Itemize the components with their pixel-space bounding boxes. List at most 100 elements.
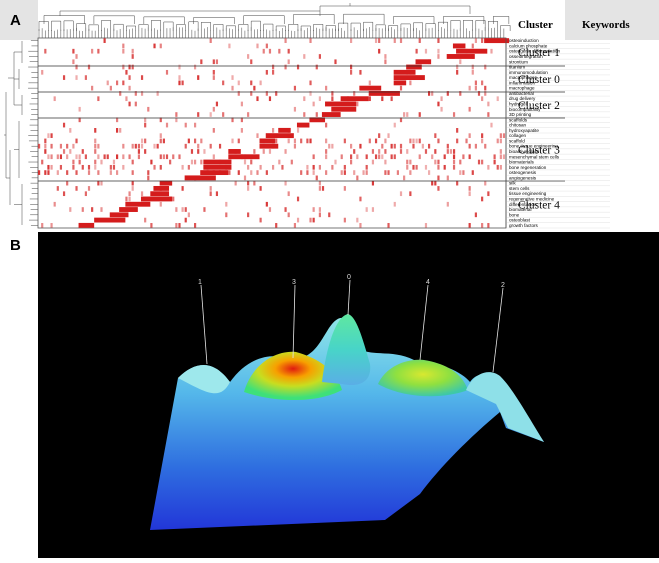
heatmap-cell <box>116 80 119 86</box>
heatmap-block <box>150 191 170 197</box>
heatmap-cell <box>94 143 97 149</box>
heatmap-cell <box>125 69 128 75</box>
heatmap-cell <box>340 154 343 160</box>
heatmap-cell <box>287 138 290 144</box>
heatmap-cell <box>259 186 262 191</box>
heatmap-cell <box>265 170 268 175</box>
heatmap-cell <box>477 159 481 165</box>
heatmap-cell <box>471 170 474 175</box>
heatmap-cell <box>362 170 365 175</box>
heatmap-cell <box>194 138 197 144</box>
heatmap-cell <box>378 133 381 138</box>
heatmap-cell <box>94 138 97 144</box>
heatmap-cell <box>378 38 381 43</box>
heatmap-cell <box>484 64 487 70</box>
peak-1-surface <box>178 364 230 394</box>
heatmap-cell <box>128 85 131 91</box>
heatmap-cell <box>315 64 318 70</box>
heatmap-cell <box>247 180 250 186</box>
heatmap-cell <box>137 143 141 149</box>
heatmap-cell <box>184 217 187 223</box>
heatmap-cell <box>94 159 97 165</box>
heatmap-cell <box>356 217 359 223</box>
heatmap-cell <box>499 133 502 138</box>
keyword-label: growth factors <box>509 223 539 228</box>
heatmap-cell <box>100 180 103 186</box>
heatmap-cell <box>178 64 181 70</box>
heatmap-cell <box>47 133 50 138</box>
heatmap-block <box>393 69 416 75</box>
heatmap-cell <box>69 128 72 133</box>
heatmap-cell <box>293 223 297 228</box>
heatmap-cell <box>418 38 421 43</box>
cluster-label: Cluster 4 <box>518 200 560 212</box>
heatmap-cell <box>44 170 47 175</box>
heatmap-cell <box>312 164 315 170</box>
cluster-label: Cluster 2 <box>518 100 560 112</box>
heatmap-cell <box>134 143 137 149</box>
heatmap-cell <box>499 138 502 144</box>
heatmap-cell <box>343 164 346 170</box>
heatmap-cell <box>381 143 384 149</box>
keyword-label: biocompatibility <box>509 107 541 112</box>
heatmap-cell <box>409 170 412 175</box>
heatmap-cell <box>412 164 415 170</box>
heatmap-cell <box>200 59 203 65</box>
heatmap-cell <box>468 106 471 112</box>
heatmap-cell <box>468 186 471 191</box>
heatmap-cell <box>387 133 390 138</box>
keyword-label: osteoblast <box>509 218 531 223</box>
heatmap-cell <box>415 164 418 170</box>
heatmap-cell <box>456 69 459 75</box>
heatmap-cell <box>409 138 412 144</box>
heatmap-cell <box>184 207 187 212</box>
heatmap-cell <box>275 138 278 144</box>
heatmap-cell <box>359 196 362 202</box>
heatmap-cell <box>97 143 100 149</box>
heatmap-cell <box>390 154 393 160</box>
heatmap-cell <box>144 217 147 223</box>
heatmap-block <box>331 106 357 112</box>
heatmap-cell <box>350 154 353 160</box>
heatmap-cell <box>474 80 477 86</box>
heatmap-cell <box>209 191 212 197</box>
heatmap-cell <box>459 91 462 96</box>
heatmap-cell <box>137 154 141 160</box>
heatmap-cell <box>484 91 487 96</box>
heatmap-cell <box>268 96 272 102</box>
heatmap-cell <box>403 175 406 181</box>
heatmap-cell <box>468 191 471 197</box>
heatmap-cell <box>119 128 122 133</box>
heatmap-cell <box>212 106 215 112</box>
heatmap-cell <box>72 159 75 165</box>
heatmap-cell <box>194 64 197 70</box>
heatmap-cell <box>293 138 297 144</box>
heatmap-cell <box>91 85 94 91</box>
peak-0-surface <box>322 314 371 386</box>
heatmap-cell <box>50 223 53 228</box>
keyword-label: silk <box>509 181 516 186</box>
keyword-label: hydroxyapatite <box>509 128 539 133</box>
heatmap-cell <box>471 69 474 75</box>
heatmap-cell <box>175 223 178 228</box>
heatmap-cell <box>490 48 493 54</box>
heatmap-block <box>446 54 475 59</box>
heatmap-cell <box>446 201 449 207</box>
heatmap-cell <box>356 101 359 107</box>
peak-1-leader <box>200 284 208 365</box>
heatmap-cell <box>309 80 312 86</box>
heatmap-cell <box>312 207 315 212</box>
heatmap-cell <box>468 154 471 160</box>
heatmap-cell <box>162 154 165 160</box>
keyword-label: differentiation <box>509 202 537 207</box>
heatmap-cell <box>97 48 100 54</box>
heatmap-cell <box>134 101 137 107</box>
heatmap-cell <box>128 154 131 160</box>
heatmap-cell <box>481 38 484 43</box>
heatmap-cell <box>69 149 72 154</box>
heatmap-cell <box>328 143 331 149</box>
heatmap-cell <box>406 112 409 117</box>
heatmap-cell <box>78 159 81 165</box>
heatmap-cell <box>150 223 153 228</box>
heatmap-cell <box>487 191 490 197</box>
